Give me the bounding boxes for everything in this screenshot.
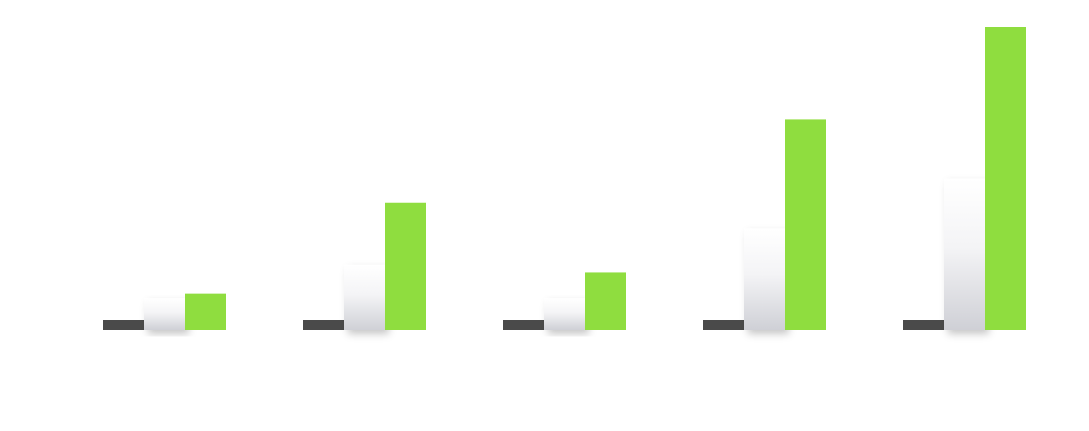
bar-series-3	[185, 293, 226, 330]
bar-series-3	[585, 272, 626, 330]
bar-series-3	[785, 119, 826, 330]
bar-series-2	[944, 178, 985, 330]
bar-group	[503, 272, 626, 330]
bar-series-2	[144, 298, 185, 330]
bar-series-2	[344, 264, 385, 330]
bar-series-1	[903, 320, 944, 330]
bar-series-1	[303, 320, 344, 330]
bar-group	[703, 119, 826, 330]
bar-series-1	[703, 320, 744, 330]
bar-group	[303, 202, 426, 330]
bar-series-1	[503, 320, 544, 330]
bar-series-3	[985, 27, 1026, 330]
bar-group	[103, 293, 226, 330]
bar-series-2	[544, 298, 585, 330]
bar-series-3	[385, 202, 426, 330]
bar-group	[903, 27, 1026, 330]
bar-series-1	[103, 320, 144, 330]
bar-series-2	[744, 228, 785, 330]
bars-layer	[103, 27, 1026, 330]
